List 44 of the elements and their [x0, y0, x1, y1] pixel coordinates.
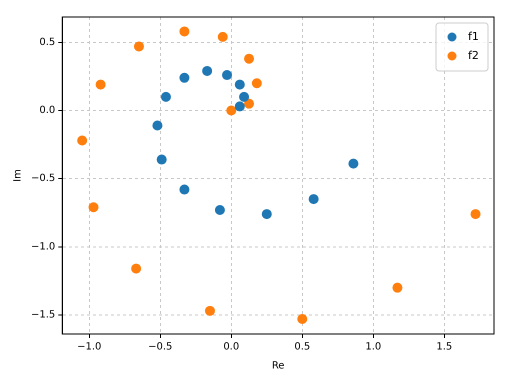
point	[308, 194, 319, 204]
point	[218, 32, 228, 42]
point	[156, 154, 167, 165]
point	[131, 264, 142, 274]
point	[77, 135, 88, 146]
point	[348, 158, 358, 169]
legend-label: f2	[468, 48, 479, 62]
point	[470, 209, 481, 220]
y-tick-label: 0.5	[39, 36, 56, 48]
y-tick-label: −1.5	[30, 310, 56, 321]
point	[134, 41, 144, 52]
x-tick-label: 1.0	[365, 342, 382, 353]
point	[262, 209, 272, 220]
point	[392, 282, 402, 293]
y-axis-title: Im	[12, 169, 24, 182]
point	[234, 101, 245, 112]
point	[88, 202, 99, 212]
y-tick-label: −1.0	[30, 241, 56, 252]
x-axis-title: Re	[272, 360, 284, 372]
x-tick-label: −0.5	[148, 342, 172, 353]
x-tick-label: −1.0	[77, 342, 102, 353]
point	[297, 314, 308, 324]
point	[204, 306, 215, 316]
legend-label: f1	[468, 30, 479, 43]
point	[239, 92, 250, 102]
point	[234, 80, 245, 90]
y-tick-label: −0.5	[30, 173, 56, 184]
point	[252, 78, 262, 88]
point	[179, 184, 190, 195]
point	[179, 72, 190, 83]
point	[152, 120, 162, 130]
point	[222, 70, 232, 80]
x-tick-label: 0.0	[223, 342, 240, 353]
point	[244, 54, 254, 64]
point	[96, 80, 106, 90]
point	[244, 98, 254, 109]
point	[214, 204, 225, 215]
point	[202, 66, 212, 76]
point	[160, 92, 171, 102]
x-tick-label: 1.5	[436, 342, 452, 353]
point	[179, 26, 190, 36]
x-tick-label: 0.5	[294, 342, 310, 353]
point	[226, 105, 236, 116]
y-tick-label: 0.0	[39, 105, 56, 116]
